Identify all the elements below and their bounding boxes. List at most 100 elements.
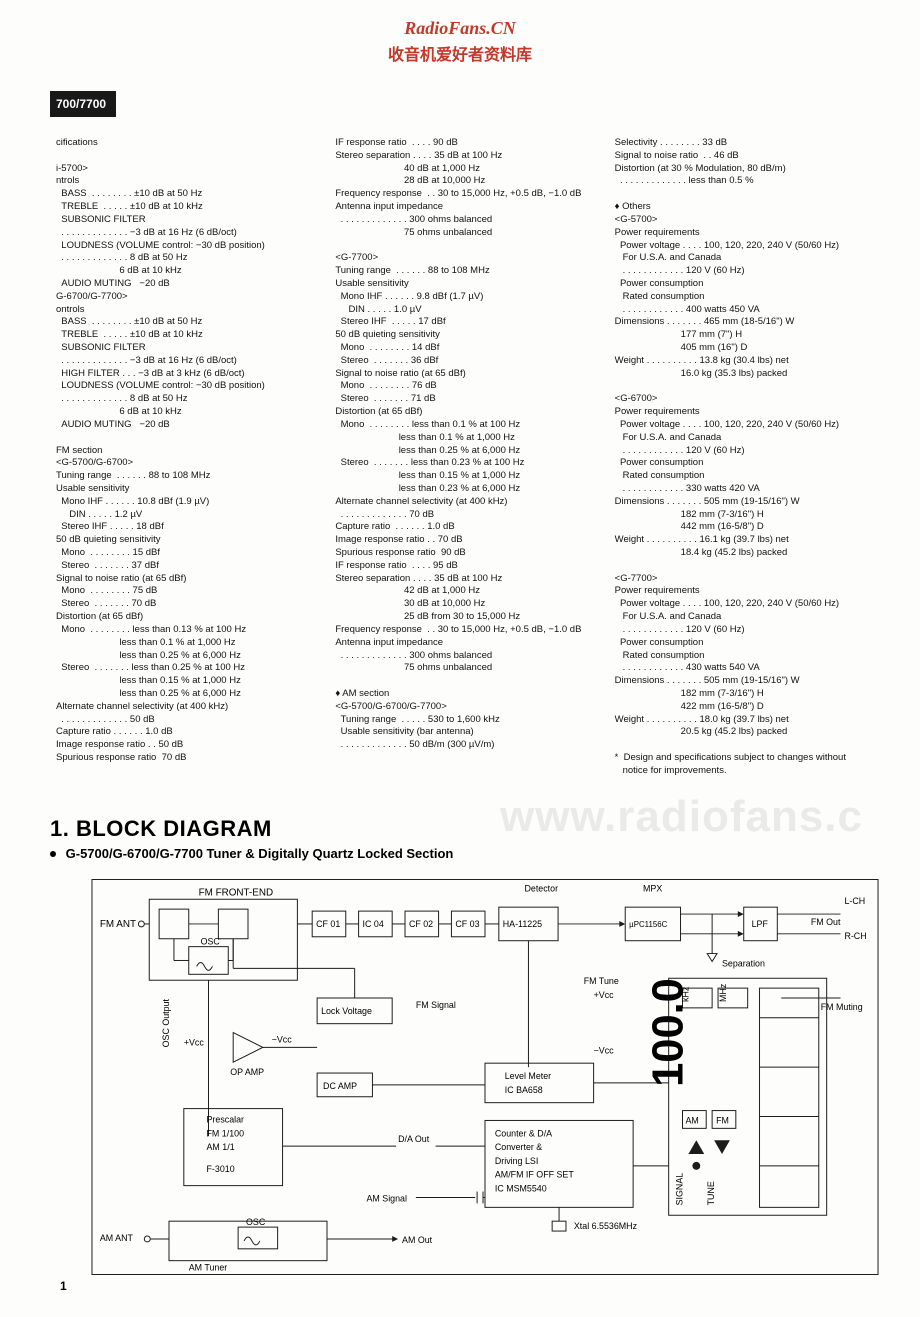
label-dc-amp: DC AMP bbox=[323, 1080, 357, 1090]
spec-line bbox=[56, 150, 311, 163]
spec-line: G-6700/G-7700> bbox=[56, 291, 311, 304]
label-signal: SIGNAL bbox=[675, 1172, 685, 1205]
spec-line bbox=[335, 240, 590, 253]
spec-line: Mono IHF . . . . . . 10.8 dBf (1.9 µV) bbox=[56, 496, 311, 509]
label-driving: Driving LSI bbox=[495, 1156, 538, 1166]
spec-line: 6 dB at 10 kHz bbox=[56, 406, 311, 419]
label-cf02: CF 02 bbox=[409, 919, 433, 929]
label-lock-voltage: Lock Voltage bbox=[321, 1005, 372, 1015]
spec-line: 75 ohms unbalanced bbox=[335, 662, 590, 675]
label-mpx: MPX bbox=[643, 883, 662, 893]
spec-line: 16.0 kg (35.3 lbs) packed bbox=[615, 368, 870, 381]
spec-line: Frequency response . . 30 to 15,000 Hz, … bbox=[335, 188, 590, 201]
spec-line: less than 0.25 % at 6,000 Hz bbox=[335, 445, 590, 458]
label-da-out: D/A Out bbox=[398, 1134, 430, 1144]
label-l-ch: L-CH bbox=[844, 896, 865, 906]
label-fm-front-end: FM FRONT-END bbox=[199, 887, 273, 898]
spec-col-3: Selectivity . . . . . . . . 33 dBSignal … bbox=[615, 137, 870, 778]
spec-line: ♦ AM section bbox=[335, 688, 590, 701]
brand-subtitle: 收音机爱好者资料库 bbox=[10, 41, 910, 65]
spec-line: Rated consumption bbox=[615, 650, 870, 663]
label-level-meter: Level Meter bbox=[505, 1071, 551, 1081]
spec-line: . . . . . . . . . . . . 400 watts 450 VA bbox=[615, 304, 870, 317]
spec-line: Distortion (at 65 dBf) bbox=[335, 406, 590, 419]
spec-line: Stereo separation . . . . 35 dB at 100 H… bbox=[335, 573, 590, 586]
spec-line: Selectivity . . . . . . . . 33 dB bbox=[615, 137, 870, 150]
spec-line: Power requirements bbox=[615, 585, 870, 598]
spec-line: Stereo . . . . . . . 36 dBf bbox=[335, 355, 590, 368]
spec-line: less than 0.25 % at 6,000 Hz bbox=[56, 650, 311, 663]
spec-line: 182 mm (7-3/16") H bbox=[615, 688, 870, 701]
spec-line: DIN . . . . . 1.2 µV bbox=[56, 509, 311, 522]
spec-line: AUDIO MUTING −20 dB bbox=[56, 278, 311, 291]
spec-line: For U.S.A. and Canada bbox=[615, 252, 870, 265]
spec-line: HIGH FILTER . . . −3 dB at 3 kHz (6 dB/o… bbox=[56, 368, 311, 381]
spec-line: Power consumption bbox=[615, 637, 870, 650]
spec-line: Capture ratio . . . . . . 1.0 dB bbox=[335, 521, 590, 534]
label-fm-out: FM Out bbox=[811, 917, 841, 927]
label-fm-1-100: FM 1/100 bbox=[207, 1128, 245, 1138]
spec-line: Weight . . . . . . . . . . 13.8 kg (30.4… bbox=[615, 355, 870, 368]
spec-line: . . . . . . . . . . . . . −3 dB at 16 Hz… bbox=[56, 227, 311, 240]
spec-line: Tuning range . . . . . 530 to 1,600 kHz bbox=[335, 714, 590, 727]
spec-line: ntrols bbox=[56, 175, 311, 188]
spec-line: Stereo . . . . . . . less than 0.25 % at… bbox=[56, 662, 311, 675]
spec-line: Alternate channel selectivity (at 400 kH… bbox=[335, 496, 590, 509]
spec-line: . . . . . . . . . . . . . 300 ohms balan… bbox=[335, 650, 590, 663]
spec-line: . . . . . . . . . . . . . 50 dB bbox=[56, 714, 311, 727]
spec-line bbox=[615, 739, 870, 752]
model-bar: 700/7700 bbox=[50, 91, 116, 117]
label-cf01: CF 01 bbox=[316, 919, 340, 929]
spec-line: <G-5700/G-6700> bbox=[56, 457, 311, 470]
label-cf03: CF 03 bbox=[455, 919, 479, 929]
label-am-ant: AM ANT bbox=[100, 1233, 134, 1243]
spec-line: ontrols bbox=[56, 304, 311, 317]
label-counter: Counter & D/A bbox=[495, 1128, 552, 1138]
spec-line: TREBLE . . . . . ±10 dB at 10 kHz bbox=[56, 329, 311, 342]
spec-line: SUBSONIC FILTER bbox=[56, 214, 311, 227]
spec-line: less than 0.25 % at 6,000 Hz bbox=[56, 688, 311, 701]
spec-line: cifications bbox=[56, 137, 311, 150]
label-upc1156: µPC1156C bbox=[629, 920, 667, 929]
label-ic04: IC 04 bbox=[363, 919, 384, 929]
spec-line: 182 mm (7-3/16") H bbox=[615, 509, 870, 522]
spec-line: Power consumption bbox=[615, 457, 870, 470]
spec-line: Capture ratio . . . . . . 1.0 dB bbox=[56, 726, 311, 739]
spec-line: Stereo . . . . . . . 71 dB bbox=[335, 393, 590, 406]
label-mhz: MHz bbox=[718, 983, 728, 1001]
spec-line: Stereo IHF . . . . . 18 dBf bbox=[56, 521, 311, 534]
spec-line: 177 mm (7") H bbox=[615, 329, 870, 342]
spec-line: Mono IHF . . . . . . 9.8 dBf (1.7 µV) bbox=[335, 291, 590, 304]
spec-line: Mono . . . . . . . . 75 dB bbox=[56, 585, 311, 598]
spec-line: . . . . . . . . . . . . . less than 0.5 … bbox=[615, 175, 870, 188]
label-converter: Converter & bbox=[495, 1142, 542, 1152]
spec-line: For U.S.A. and Canada bbox=[615, 432, 870, 445]
spec-line: Weight . . . . . . . . . . 16.1 kg (39.7… bbox=[615, 534, 870, 547]
spec-line: . . . . . . . . . . . . 430 watts 540 VA bbox=[615, 662, 870, 675]
label-am-1-1: AM 1/1 bbox=[207, 1142, 235, 1152]
spec-line: Distortion (at 65 dBf) bbox=[56, 611, 311, 624]
spec-line: DIN . . . . . 1.0 µV bbox=[335, 304, 590, 317]
label-ic-msm: IC MSM5540 bbox=[495, 1183, 547, 1193]
spec-line: Usable sensitivity bbox=[335, 278, 590, 291]
label-am-signal: AM Signal bbox=[367, 1193, 407, 1203]
label-am-ind: AM bbox=[685, 1115, 698, 1125]
label-separation: Separation bbox=[722, 958, 765, 968]
spec-line: Spurious response ratio 90 dB bbox=[335, 547, 590, 560]
spec-line: . . . . . . . . . . . . . 70 dB bbox=[335, 509, 590, 522]
label-fm-signal: FM Signal bbox=[416, 1000, 456, 1010]
spec-line: BASS . . . . . . . . ±10 dB at 50 Hz bbox=[56, 188, 311, 201]
spec-line: 405 mm (16") D bbox=[615, 342, 870, 355]
spec-line: . . . . . . . . . . . . 330 watts 420 VA bbox=[615, 483, 870, 496]
spec-line: Stereo . . . . . . . 37 dBf bbox=[56, 560, 311, 573]
spec-line: . . . . . . . . . . . . . −3 dB at 16 Hz… bbox=[56, 355, 311, 368]
spec-line: Antenna input impedance bbox=[335, 201, 590, 214]
spec-line: Stereo IHF . . . . . 17 dBf bbox=[335, 316, 590, 329]
label-xtal: Xtal 6.5536MHz bbox=[574, 1221, 637, 1231]
spec-line: IF response ratio . . . . 95 dB bbox=[335, 560, 590, 573]
block-diagram-svg: FM FRONT-END FM ANT OSC CF 01 IC 04 bbox=[90, 867, 880, 1287]
spec-line: Alternate channel selectivity (at 400 kH… bbox=[56, 701, 311, 714]
spec-line: Usable sensitivity bbox=[56, 483, 311, 496]
label-fm-ind: FM bbox=[716, 1115, 729, 1125]
spec-line: Stereo . . . . . . . less than 0.23 % at… bbox=[335, 457, 590, 470]
